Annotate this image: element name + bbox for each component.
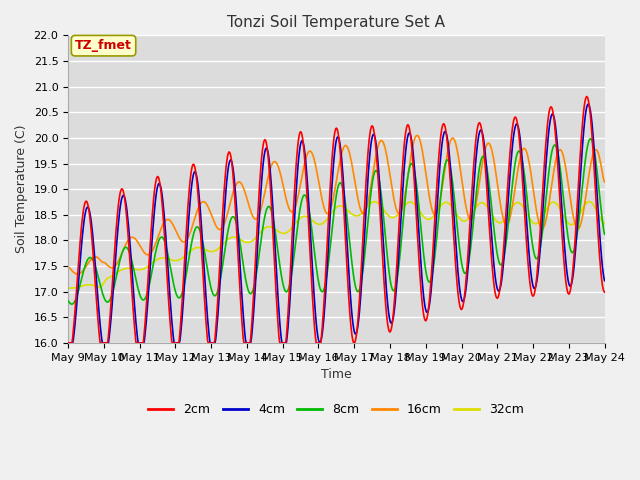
X-axis label: Time: Time: [321, 368, 352, 381]
Text: TZ_fmet: TZ_fmet: [75, 39, 132, 52]
Title: Tonzi Soil Temperature Set A: Tonzi Soil Temperature Set A: [227, 15, 445, 30]
Y-axis label: Soil Temperature (C): Soil Temperature (C): [15, 125, 28, 253]
Legend: 2cm, 4cm, 8cm, 16cm, 32cm: 2cm, 4cm, 8cm, 16cm, 32cm: [143, 398, 529, 421]
